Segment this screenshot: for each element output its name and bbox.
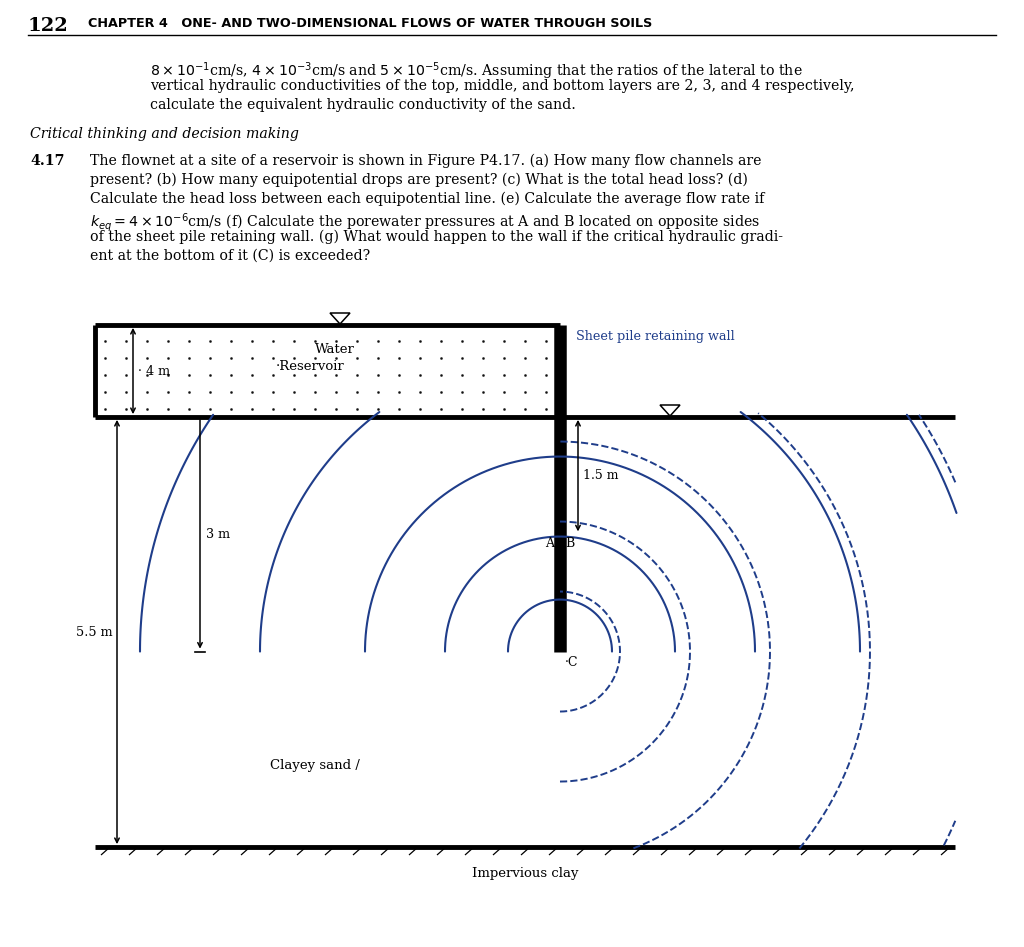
Text: vertical hydraulic conductivities of the top, middle, and bottom layers are 2, 3: vertical hydraulic conductivities of the… (150, 79, 854, 93)
Text: $k_{eq} = 4 \times 10^{-6}$cm/s (f) Calculate the porewater pressures at A and B: $k_{eq} = 4 \times 10^{-6}$cm/s (f) Calc… (90, 211, 761, 234)
Text: ent at the bottom of it (C) is exceeded?: ent at the bottom of it (C) is exceeded? (90, 249, 370, 263)
Text: A: A (545, 537, 554, 550)
Text: CHAPTER 4   ONE- AND TWO-DIMENSIONAL FLOWS OF WATER THROUGH SOILS: CHAPTER 4 ONE- AND TWO-DIMENSIONAL FLOWS… (88, 17, 652, 30)
Text: ·C: ·C (565, 655, 579, 669)
Text: 1.5 m: 1.5 m (583, 469, 618, 482)
Text: calculate the equivalent hydraulic conductivity of the sand.: calculate the equivalent hydraulic condu… (150, 98, 575, 112)
Text: Critical thinking and decision making: Critical thinking and decision making (30, 127, 299, 141)
Text: The flownet at a site of a reservoir is shown in Figure P4.17. (a) How many flow: The flownet at a site of a reservoir is … (90, 154, 762, 169)
Text: · 4 m: · 4 m (138, 365, 170, 378)
Text: Sheet pile retaining wall: Sheet pile retaining wall (575, 330, 735, 343)
Text: 5.5 m: 5.5 m (77, 626, 113, 638)
Text: 122: 122 (28, 17, 69, 35)
Text: present? (b) How many equipotential drops are present? (c) What is the total hea: present? (b) How many equipotential drop… (90, 173, 748, 188)
Text: of the sheet pile retaining wall. (g) What would happen to the wall if the criti: of the sheet pile retaining wall. (g) Wh… (90, 230, 783, 244)
Text: $8 \times 10^{-1}$cm/s, $4 \times 10^{-3}$cm/s and $5 \times 10^{-5}$cm/s. Assum: $8 \times 10^{-1}$cm/s, $4 \times 10^{-3… (150, 60, 803, 81)
Text: Impervious clay: Impervious clay (472, 867, 579, 880)
Text: B: B (565, 537, 574, 550)
Text: Clayey sand /: Clayey sand / (270, 759, 359, 772)
Text: 4.17: 4.17 (30, 154, 65, 168)
Text: Water: Water (315, 343, 355, 356)
Text: Calculate the head loss between each equipotential line. (e) Calculate the avera: Calculate the head loss between each equ… (90, 192, 764, 206)
Text: ·Reservoir: ·Reservoir (275, 360, 344, 372)
Text: 3 m: 3 m (206, 527, 230, 541)
